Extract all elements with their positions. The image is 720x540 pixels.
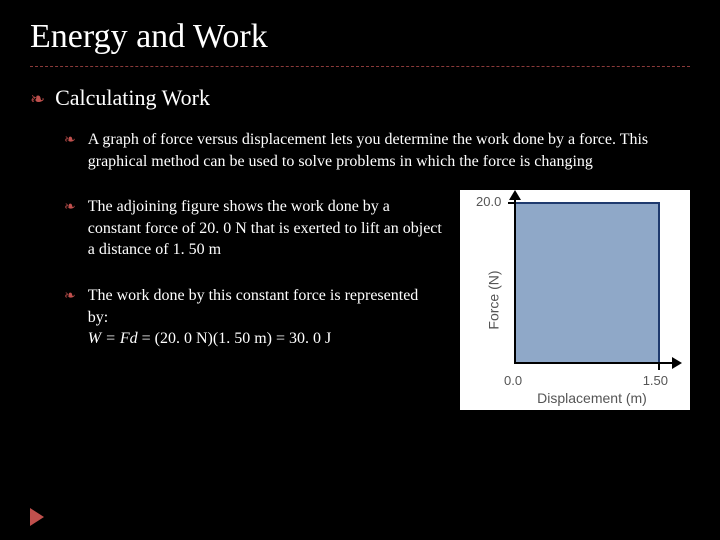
y-tick-label: 20.0	[476, 194, 501, 209]
formula-lhs: W = Fd	[88, 330, 138, 347]
subtitle-row: ❧ Calculating Work	[30, 85, 690, 111]
y-axis-label: Force (N)	[486, 271, 502, 330]
text-column: ❧ The adjoining figure shows the work do…	[64, 196, 442, 350]
formula-rhs: = (20. 0 N)(1. 50 m) = 30. 0 J	[138, 330, 332, 347]
sub-bullet-list: ❧ A graph of force versus displacement l…	[64, 129, 690, 410]
bullet-icon: ❧	[30, 89, 45, 111]
bullet-icon: ❧	[64, 288, 76, 306]
x-axis	[514, 362, 676, 364]
x-axis-arrow-icon	[672, 357, 682, 369]
bullet-icon: ❧	[64, 132, 76, 150]
y-axis	[514, 196, 516, 364]
bullet-icon: ❧	[64, 199, 76, 217]
slide: Energy and Work ❧ Calculating Work ❧ A g…	[0, 0, 720, 540]
x-tick-label: 1.50	[643, 373, 668, 388]
shaded-work-area	[514, 202, 660, 364]
bullet-3-line1: The work done by this constant force is …	[88, 287, 419, 326]
slide-title: Energy and Work	[30, 18, 690, 67]
text-figure-row: ❧ The adjoining figure shows the work do…	[64, 196, 690, 410]
footer-arrow-icon	[30, 508, 44, 526]
origin-label: 0.0	[504, 373, 522, 388]
plot-area: 20.0 0.0 1.50	[514, 202, 670, 364]
subtitle-text: Calculating Work	[55, 85, 210, 111]
x-tick	[658, 364, 660, 370]
bullet-1-text: A graph of force versus displacement let…	[88, 129, 690, 172]
bullet-2-text: The adjoining figure shows the work done…	[88, 196, 442, 261]
y-tick	[508, 202, 514, 204]
bullet-3: ❧ The work done by this constant force i…	[64, 285, 442, 350]
bullet-3-text: The work done by this constant force is …	[88, 285, 442, 350]
x-axis-label: Displacement (m)	[514, 390, 670, 406]
y-axis-arrow-icon	[509, 190, 521, 200]
force-displacement-chart: Force (N) Displacement (m) 20.0 0.0 1.50	[460, 190, 690, 410]
bullet-1: ❧ A graph of force versus displacement l…	[64, 129, 690, 172]
bullet-2: ❧ The adjoining figure shows the work do…	[64, 196, 442, 261]
